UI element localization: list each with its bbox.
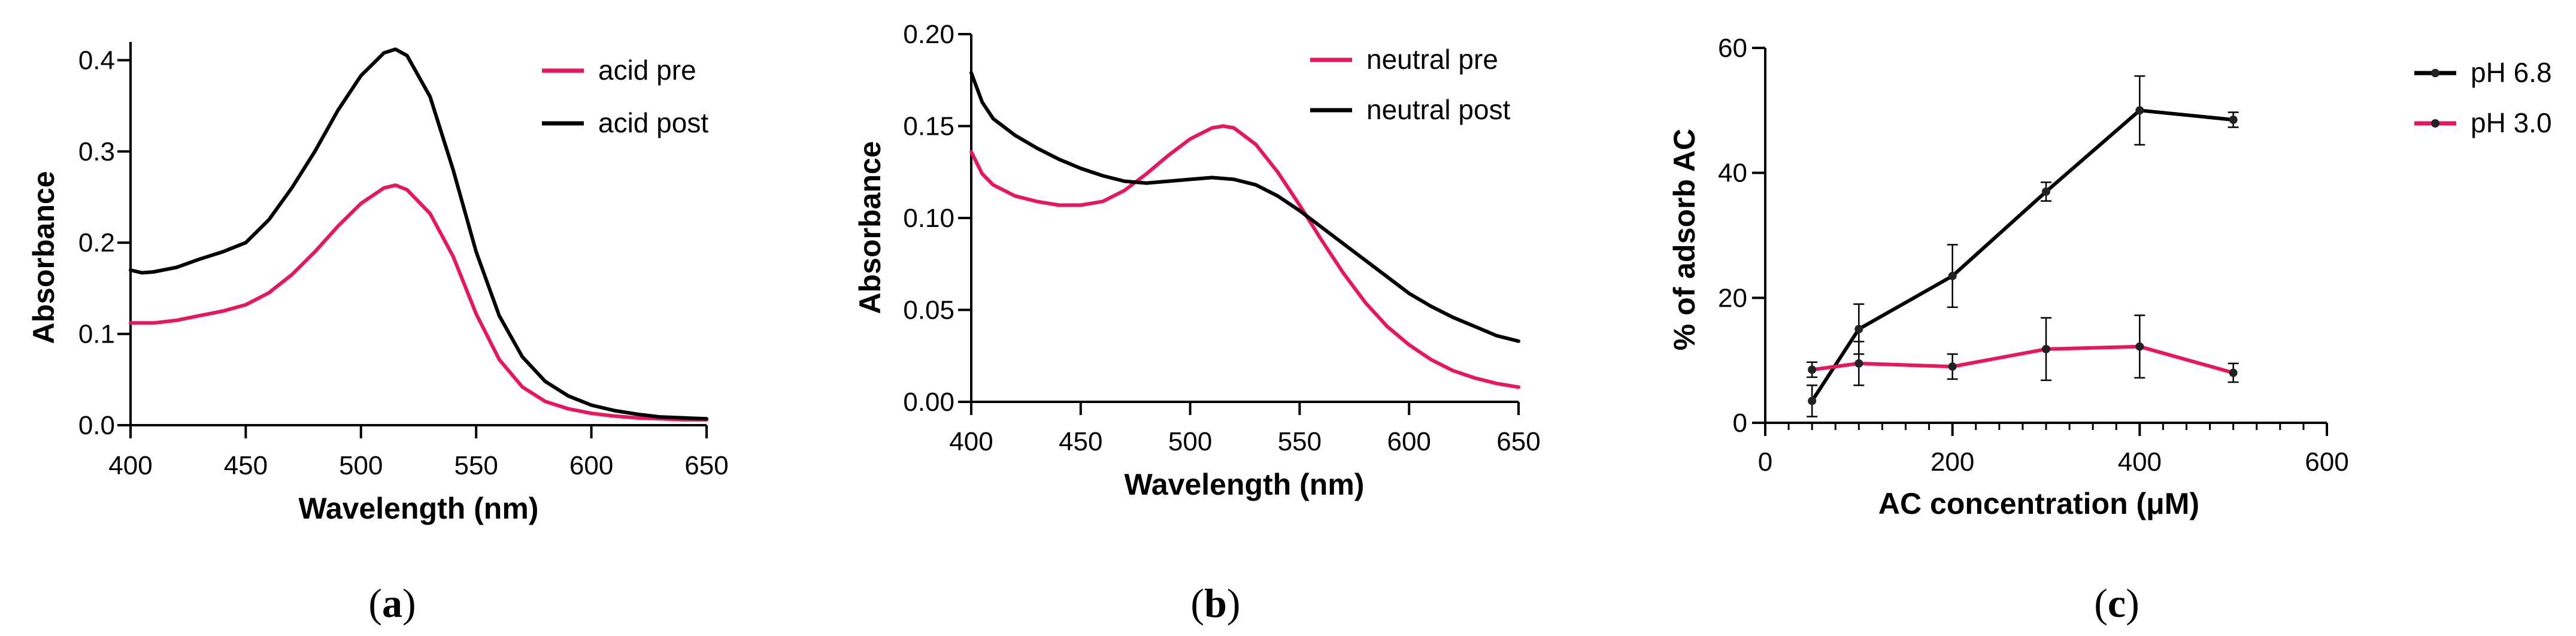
panel-label-c: (c): [2094, 580, 2139, 626]
legend-marker-ph-3-0: [2431, 119, 2439, 128]
y-tick-label: 0.05: [903, 296, 954, 325]
y-tick-label: 40: [1718, 159, 1747, 188]
series-line-acid-post: [129, 47, 708, 421]
y-tick-label: 20: [1718, 283, 1747, 313]
legend-label-acid-post: acid post: [598, 107, 708, 138]
legend-label-ph-3-0: pH 3.0: [2471, 107, 2552, 138]
y-tick-label: 0.1: [78, 320, 115, 349]
data-point-ph-6-8: [1808, 396, 1817, 405]
y-tick-label: 0.10: [903, 204, 954, 233]
y-tick-label: 0.2: [78, 228, 115, 258]
data-point-ph-6-8: [2135, 106, 2144, 115]
series-line-neutral-pre: [969, 124, 1520, 389]
data-point-ph-6-8: [2229, 115, 2238, 124]
x-tick-label: 550: [454, 451, 498, 480]
panel-label-b: (b): [1190, 580, 1240, 626]
data-point-ph-3-0: [2135, 342, 2144, 351]
data-point-ph-3-0: [1948, 362, 1957, 371]
y-tick-label: 0: [1733, 408, 1747, 438]
y-axis-title-a: Absorbance: [27, 171, 60, 344]
plot-area-b: 400 450 500 550 600 650 0.00 0.05 0.10 0.15 0.20 ne…: [903, 20, 1540, 456]
x-tick-label: 400: [2118, 447, 2162, 477]
x-tick-label: 450: [1059, 427, 1102, 456]
panel-a: 400 450 500 550 600 650 0.0 0.1 0.2 0.3 0.4 acid pr…: [27, 42, 729, 626]
data-point-ph-6-8: [1948, 271, 1957, 280]
x-tick-label: 650: [684, 451, 728, 480]
y-tick-label: 0.4: [78, 46, 115, 75]
y-tick-label: 0.3: [78, 137, 115, 166]
x-tick-label: 650: [1496, 427, 1540, 456]
x-tick-label: 600: [2305, 447, 2348, 477]
series-line-ph-6-8: [1810, 108, 2235, 403]
plot-area-a: 400 450 500 550 600 650 0.0 0.1 0.2 0.3 0.4 acid pr…: [78, 42, 729, 480]
x-tick-label: 400: [108, 451, 152, 480]
data-point-ph-3-0: [1808, 365, 1817, 374]
x-axis-title-b: Wavelength (nm): [1125, 468, 1365, 501]
panel-c: 0 200 400 600 0 20 40 60 pH 6.8 pH 3.0 AC concent…: [1668, 34, 2552, 626]
y-tick-label: 0.15: [903, 112, 954, 141]
legend-marker-ph-6-8: [2431, 69, 2439, 77]
panel-b: 400 450 500 550 600 650 0.00 0.05 0.10 0.15 0.20 ne…: [853, 20, 1541, 626]
x-tick-label: 600: [1387, 427, 1431, 456]
y-axis-title-b: Absorbance: [853, 141, 887, 314]
panel-label-a: (a): [368, 580, 416, 626]
x-tick-label: 550: [1278, 427, 1322, 456]
x-tick-label: 600: [569, 451, 613, 480]
series-line-acid-pre: [129, 183, 708, 422]
x-tick-label: 400: [949, 427, 993, 456]
data-point-ph-3-0: [1854, 359, 1863, 368]
legend-label-neutral-pre: neutral pre: [1366, 44, 1498, 75]
y-axis-title-c: % of adsorb AC: [1668, 129, 1701, 350]
legend-label-ph-6-8: pH 6.8: [2471, 57, 2552, 88]
data-point-ph-3-0: [2042, 344, 2050, 353]
legend-label-neutral-post: neutral post: [1366, 94, 1511, 125]
series-line-ph-3-0: [1810, 344, 2235, 375]
series-line-neutral-post: [969, 71, 1520, 343]
x-axis-title-a: Wavelength (nm): [299, 492, 539, 525]
y-tick-label: 0.0: [78, 411, 115, 440]
x-tick-label: 500: [339, 451, 383, 480]
x-tick-label: 500: [1168, 427, 1212, 456]
data-point-ph-6-8: [1854, 325, 1863, 334]
y-tick-label: 60: [1718, 34, 1747, 63]
data-point-ph-6-8: [2042, 187, 2050, 196]
plot-area-c: 0 200 400 600 0 20 40 60 pH 6.8 pH 3.0: [1718, 34, 2551, 477]
x-tick-label: 200: [1931, 447, 1974, 477]
x-tick-label: 0: [1758, 447, 1772, 477]
legend-label-acid-pre: acid pre: [598, 54, 696, 86]
x-tick-label: 450: [224, 451, 268, 480]
y-tick-label: 0.20: [903, 20, 954, 49]
y-tick-label: 0.00: [903, 387, 954, 417]
x-axis-title-c: AC concentration (μM): [1878, 487, 2199, 520]
data-point-ph-3-0: [2229, 368, 2238, 377]
